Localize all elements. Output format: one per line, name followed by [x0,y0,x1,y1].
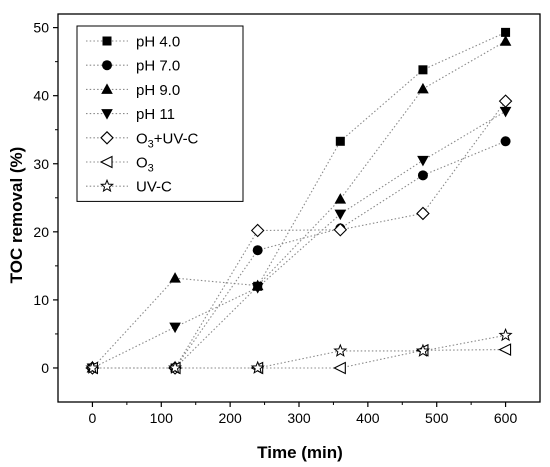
data-point [499,35,512,46]
data-point [417,82,429,94]
data-point [333,361,346,375]
data-point [250,360,265,374]
data-point [333,343,348,357]
series-line [91,40,506,369]
data-point [335,136,345,146]
series-6 [92,334,506,369]
legend-label-tail: +UV-C [154,130,199,147]
y-tick-label: 20 [33,224,49,240]
series-line [92,334,506,369]
legend-label-main: UV-C [136,179,172,196]
data-point [169,272,181,283]
y-tick-label: 30 [33,156,49,172]
legend-label: UV-C [136,179,172,196]
legend-item: UV-C [86,179,172,196]
legend-item: pH 11 [86,106,175,123]
legend-label-subscript: 3 [148,138,154,150]
data-point [168,360,183,374]
data-point [417,155,429,167]
legend-marker [101,83,113,94]
legend-label-subscript: 3 [148,163,154,175]
x-tick-label: 500 [425,410,449,426]
series-markers-6 [85,327,513,374]
legend-marker [99,178,115,193]
data-point [498,94,513,108]
legend-label-main: O [136,155,148,172]
series-0 [92,31,506,369]
data-point [418,65,428,75]
x-tick-label: 400 [356,410,380,426]
y-tick-label: 50 [33,20,49,36]
series-5 [92,349,506,369]
legend-marker [102,36,112,46]
legend-marker [100,131,114,145]
series-line [92,31,506,369]
data-point [251,283,264,294]
legend-item: pH 7.0 [86,58,180,75]
legend-marker [101,109,113,120]
series-markers-5 [85,343,512,375]
series-line [92,100,507,369]
data-point [334,193,347,204]
legend-label-main: pH 9.0 [136,82,180,99]
series-line [92,349,506,369]
legend-marker [102,60,112,71]
y-tick-label: 40 [33,88,49,104]
legend-item: O3 [86,155,154,175]
legend-marker [99,155,113,169]
plot-area: 0 100 200 300 400 500 600 0 10 20 30 40 50 pH 4.0 pH 7… [33,13,541,426]
data-point [498,343,512,356]
y-tick-label: 0 [41,360,49,376]
x-tick-label: 200 [218,410,242,426]
data-point [498,327,513,342]
x-tick-label: 100 [150,410,174,426]
legend-item: O3+UV-C [86,130,199,150]
legend-label: O3+UV-C [136,130,199,150]
series-2 [91,40,506,369]
legend-label: pH 11 [136,106,175,123]
legend-label: pH 7.0 [136,58,180,75]
legend-label-main: pH 7.0 [136,58,180,75]
x-axis-title: Time (min) [257,443,343,462]
legend-label: pH 4.0 [136,34,180,51]
data-point [501,27,511,37]
data-point [415,343,430,357]
legend-label: pH 9.0 [136,82,180,99]
x-tick-label: 0 [89,410,97,426]
data-point [169,322,181,334]
legend-label-main: O [136,130,148,147]
legend-item: pH 4.0 [86,34,180,51]
y-axis-title: TOC removal (%) [7,147,26,284]
data-point [333,223,348,237]
legend-label: O3 [136,155,154,175]
data-point [500,136,511,147]
legend-label-main: pH 11 [136,106,175,123]
y-tick-label: 10 [33,292,49,308]
data-point [250,223,265,238]
x-tick-label: 300 [287,410,311,426]
data-point [417,170,428,181]
x-tick-label: 600 [494,410,518,426]
data-point [85,360,100,374]
series-4 [92,100,507,369]
legend-box [76,25,244,202]
data-point [334,209,347,221]
data-point [252,245,263,256]
data-point [416,206,430,221]
legend-item: pH 9.0 [86,82,180,99]
data-point [499,106,512,118]
legend-label-main: pH 4.0 [136,34,180,51]
